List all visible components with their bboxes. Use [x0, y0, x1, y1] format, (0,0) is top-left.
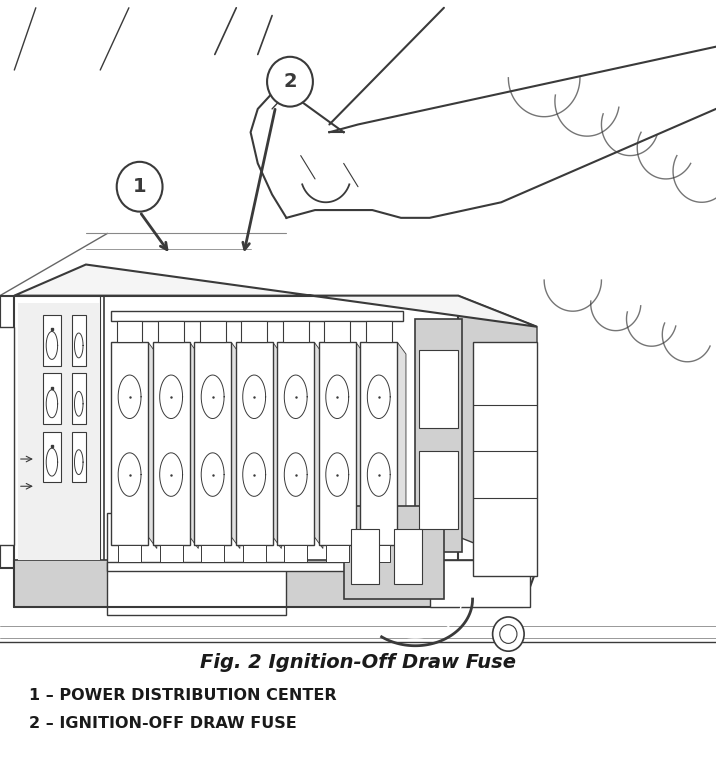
Bar: [153, 342, 190, 545]
Polygon shape: [14, 265, 537, 327]
Bar: [360, 342, 397, 545]
Bar: [324, 321, 350, 342]
Bar: [394, 529, 422, 584]
Bar: [326, 545, 349, 562]
Bar: [117, 321, 142, 342]
Bar: [107, 562, 405, 571]
Bar: [430, 560, 530, 607]
Bar: [0, 327, 14, 545]
Bar: [14, 560, 523, 607]
Bar: [367, 545, 390, 562]
Bar: [43, 315, 61, 366]
Bar: [72, 432, 86, 482]
Bar: [473, 342, 537, 576]
Bar: [72, 373, 86, 424]
Bar: [419, 451, 458, 529]
Polygon shape: [148, 342, 157, 548]
Text: 1 – POWER DISTRIBUTION CENTER: 1 – POWER DISTRIBUTION CENTER: [29, 688, 337, 703]
Bar: [200, 321, 226, 342]
Bar: [366, 321, 392, 342]
Bar: [43, 373, 61, 424]
Circle shape: [493, 617, 524, 651]
Text: Fig. 2 Ignition-Off Draw Fuse: Fig. 2 Ignition-Off Draw Fuse: [200, 654, 516, 672]
Circle shape: [117, 162, 163, 212]
Bar: [43, 432, 61, 482]
Bar: [283, 321, 309, 342]
Bar: [194, 342, 231, 545]
Bar: [243, 545, 266, 562]
Bar: [18, 303, 100, 560]
Polygon shape: [356, 342, 364, 548]
Bar: [201, 545, 224, 562]
Bar: [107, 513, 286, 615]
Bar: [118, 545, 141, 562]
Polygon shape: [397, 342, 406, 548]
Polygon shape: [14, 296, 458, 568]
Polygon shape: [231, 342, 240, 548]
Bar: [415, 319, 462, 552]
Polygon shape: [190, 342, 198, 548]
Text: 2: 2: [283, 72, 297, 91]
Bar: [277, 342, 314, 545]
Text: 1: 1: [132, 177, 147, 196]
Circle shape: [267, 57, 313, 107]
Polygon shape: [458, 296, 537, 568]
Polygon shape: [273, 342, 281, 548]
Bar: [236, 342, 273, 545]
Bar: [72, 315, 86, 366]
Bar: [284, 545, 307, 562]
Bar: [158, 321, 184, 342]
Bar: [351, 529, 379, 584]
Text: 2 – IGNITION-OFF DRAW FUSE: 2 – IGNITION-OFF DRAW FUSE: [29, 716, 296, 731]
Bar: [160, 545, 183, 562]
Bar: [111, 342, 148, 545]
Bar: [344, 506, 444, 599]
Bar: [241, 321, 267, 342]
Bar: [319, 342, 356, 545]
Polygon shape: [314, 342, 323, 548]
Bar: [419, 350, 458, 428]
Bar: [111, 311, 403, 321]
